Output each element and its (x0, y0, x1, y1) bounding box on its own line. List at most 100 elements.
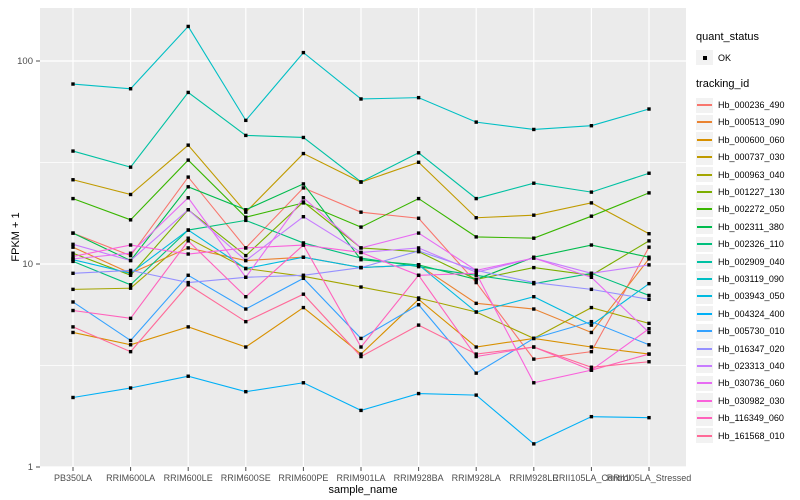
x-tick-label: PB350LA (54, 473, 92, 483)
data-point (71, 251, 75, 255)
data-point (416, 263, 421, 267)
data-point (474, 271, 478, 275)
legend-item: Hb_003943_050 (696, 288, 800, 305)
legend-item-label: Hb_000737_030 (718, 152, 785, 163)
legend-item-label: Hb_002311_380 (718, 221, 784, 232)
data-point (589, 319, 594, 324)
data-point (532, 181, 536, 185)
data-point (71, 196, 75, 201)
data-point (532, 307, 536, 311)
legend-item: Hb_002909_040 (696, 253, 800, 270)
data-point (128, 316, 133, 321)
data-point (416, 160, 421, 164)
data-point (186, 283, 190, 287)
legend-item: Hb_000236_490 (696, 96, 800, 113)
data-point (128, 192, 133, 197)
data-point (647, 107, 651, 111)
data-point (532, 336, 536, 341)
data-point (359, 354, 363, 359)
data-point (359, 246, 363, 250)
data-point (244, 215, 248, 219)
legend-item-label: Hb_000963_040 (718, 169, 785, 180)
data-point (474, 280, 478, 285)
data-point (416, 216, 421, 220)
data-point (301, 186, 306, 190)
data-point (416, 296, 421, 300)
x-tick-label: RRII105LA_Control (552, 473, 630, 483)
data-point (128, 271, 133, 275)
legend-key-swatch (696, 254, 713, 270)
x-tick-label: RRIM928LA (452, 473, 501, 483)
legend-item-label: Hb_000513_090 (718, 117, 785, 128)
data-point (186, 175, 190, 179)
x-tick-label: RRIM901LA (336, 473, 385, 483)
data-point (359, 225, 363, 229)
data-point (301, 201, 306, 205)
data-point (589, 287, 594, 292)
data-point (474, 196, 478, 201)
legend-item-label: Hb_023313_040 (718, 360, 785, 371)
data-point (244, 389, 248, 394)
data-point (128, 165, 133, 169)
data-point (474, 216, 478, 220)
data-point (416, 95, 421, 100)
data-point (589, 305, 594, 310)
data-point (128, 243, 133, 247)
legend-item: Hb_005730_010 (696, 322, 800, 339)
data-point (128, 338, 133, 343)
data-point (71, 395, 75, 400)
legend-item: Hb_000513_090 (696, 114, 800, 131)
legend-item-label: Hb_002909_040 (718, 256, 785, 267)
data-point (647, 191, 651, 195)
legend-item-label: OK (718, 52, 732, 63)
data-point (128, 218, 133, 222)
data-point (301, 273, 306, 277)
data-point (186, 143, 190, 147)
data-point (244, 266, 248, 271)
data-point (71, 287, 75, 292)
legend-item-label: Hb_003119_090 (718, 273, 784, 284)
legend-key-swatch (696, 358, 713, 374)
data-point (244, 345, 248, 349)
legend-key-swatch (696, 184, 713, 200)
legend-item: Hb_002311_380 (696, 218, 800, 235)
data-point (128, 286, 133, 290)
legend-item-label: Hb_004324_400 (718, 308, 785, 319)
legend-key-swatch (696, 236, 713, 252)
data-point (359, 352, 363, 356)
legend-item-label: Hb_030736_060 (718, 378, 785, 389)
data-point (589, 201, 594, 205)
data-point (128, 386, 133, 390)
legend-item-label: Hb_002326_110 (718, 239, 784, 250)
data-point (244, 295, 248, 299)
data-point (128, 343, 133, 347)
data-point (186, 208, 190, 212)
data-point (301, 292, 306, 296)
data-point (244, 210, 248, 214)
data-point (416, 151, 421, 155)
quant-status-legend: quant_status OK (696, 31, 800, 66)
legend-item-label: Hb_000236_490 (718, 100, 785, 111)
data-point (647, 415, 651, 420)
data-point (532, 345, 536, 349)
data-point (301, 50, 306, 55)
legend-item-quant: OK (696, 49, 800, 66)
y-tick-label: 100 (17, 56, 33, 67)
data-point (128, 268, 133, 273)
data-point (589, 273, 594, 277)
data-point (416, 273, 421, 277)
data-point (647, 343, 651, 347)
data-point (647, 360, 651, 364)
data-point (128, 349, 133, 354)
legend-key-swatch (696, 375, 713, 391)
data-point (416, 246, 421, 250)
data-point (359, 265, 363, 270)
data-point (359, 180, 363, 184)
data-point (416, 249, 421, 253)
data-point (359, 97, 363, 101)
data-point (416, 264, 421, 269)
data-point (474, 345, 478, 349)
data-point (532, 381, 536, 385)
data-point (647, 255, 651, 259)
x-tick-label: RRIM600LA (106, 473, 155, 483)
